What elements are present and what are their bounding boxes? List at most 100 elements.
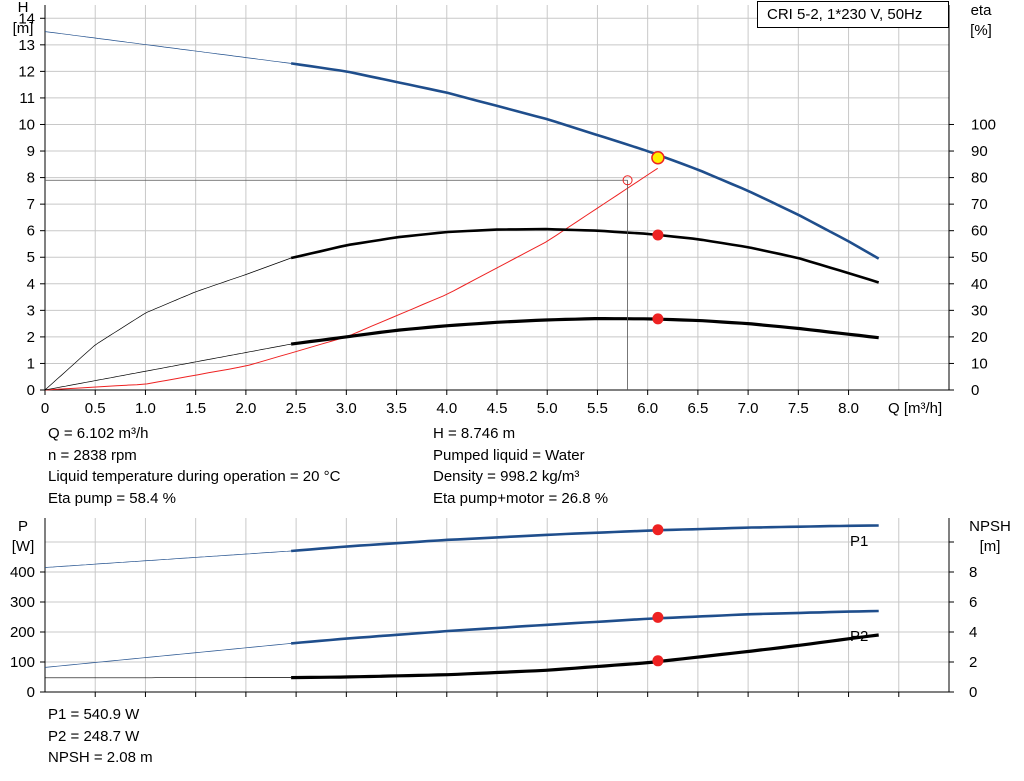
x-tick-label: 4.0: [436, 400, 457, 417]
head-curve-extension: [44, 31, 292, 64]
y-tick-label: 200: [10, 624, 35, 641]
y-axis-title: H: [18, 0, 29, 16]
y2-tick-label: 0: [971, 382, 979, 399]
p1-curve: [290, 524, 879, 553]
p2-curve-extension: [44, 643, 292, 668]
x-tick-label: 7.5: [788, 400, 809, 417]
eta-pump-curve: [290, 227, 880, 284]
y2-tick-label: 6: [969, 594, 977, 611]
y2-tick-label: 90: [971, 143, 988, 160]
y-tick-label: 7: [27, 196, 35, 213]
y-tick-label: 10: [18, 116, 35, 133]
info-h: H = 8.746 m: [433, 425, 516, 442]
eta-pump-curve-extension: [44, 257, 292, 391]
head-curve: [290, 62, 880, 260]
y2-tick-label: 80: [971, 170, 988, 187]
duty-point-marker: [651, 151, 665, 165]
y2-tick-label: 0: [969, 684, 977, 701]
x-tick-label: 2.5: [286, 400, 307, 417]
y2-axis-unit: [%]: [970, 22, 992, 39]
y-tick-label: 400: [10, 564, 35, 581]
p2-marker: [652, 611, 664, 623]
x-tick-label: 3.0: [336, 400, 357, 417]
y-axis-title: P: [18, 518, 28, 535]
y-tick-label: 2: [27, 329, 35, 346]
y2-tick-label: 4: [969, 624, 977, 641]
x-tick-label: 1.0: [135, 400, 156, 417]
head-efficiency-chart: 0123456789101112131401020304050607080901…: [13, 0, 996, 417]
y-axis-unit: [W]: [12, 538, 35, 555]
y-tick-label: 300: [10, 594, 35, 611]
info-p1: P1 = 540.9 W: [48, 706, 140, 723]
y2-tick-label: 60: [971, 223, 988, 240]
y-tick-label: 6: [27, 223, 35, 240]
info-pumped-liquid: Pumped liquid = Water: [433, 446, 585, 464]
x-tick-label: 7.0: [738, 400, 759, 417]
x-tick-label: 5.5: [587, 400, 608, 417]
npsh-marker: [652, 655, 664, 667]
system-point-marker: [622, 175, 633, 186]
info-npsh: NPSH = 2.08 m: [48, 749, 153, 766]
x-tick-label: 0: [41, 400, 49, 417]
y-tick-label: 11: [19, 90, 35, 107]
y-tick-label: 9: [27, 143, 35, 160]
eta-total-curve-extension: [44, 343, 292, 391]
y2-tick-label: 100: [971, 116, 996, 133]
x-tick-label: 5.0: [537, 400, 558, 417]
info-density: Density = 998.2 kg/m³: [433, 468, 580, 485]
y2-tick-label: 40: [971, 276, 988, 293]
info-top-right: H = 8.746 m Pumped liquid = Water Densit…: [433, 423, 608, 509]
p1-curve-extension: [44, 550, 292, 568]
y-tick-label: 3: [27, 302, 35, 319]
x-tick-label: 1.5: [185, 400, 206, 417]
system-curve: [44, 167, 658, 391]
info-top-left: Q = 6.102 m³/h n = 2838 rpm Liquid tempe…: [48, 423, 340, 509]
x-axis-title: Q [m³/h]: [888, 400, 942, 417]
y2-axis-title: eta: [971, 2, 993, 19]
y-tick-label: 14: [18, 10, 35, 27]
x-tick-label: 6.0: [637, 400, 658, 417]
chart-title-box: CRI 5-2, 1*230 V, 50Hz: [757, 1, 949, 28]
y2-axis-unit: [m]: [980, 538, 1001, 555]
y-tick-label: 13: [18, 37, 35, 54]
x-tick-label: 6.5: [687, 400, 708, 417]
y-tick-label: 4: [27, 276, 35, 293]
x-tick-label: 3.5: [386, 400, 407, 417]
y-tick-label: 12: [18, 63, 35, 80]
info-eta-pump: Eta pump = 58.4 %: [48, 489, 176, 507]
y-tick-label: 100: [10, 654, 35, 671]
info-bottom-left: P1 = 540.9 W P2 = 248.7 W NPSH = 2.08 m: [48, 704, 153, 769]
y2-tick-label: 50: [971, 249, 988, 266]
eta-total-curve: [290, 317, 879, 346]
y-tick-label: 0: [27, 684, 35, 701]
y-axis-unit: [m]: [13, 20, 34, 37]
y2-tick-label: 8: [969, 564, 977, 581]
x-tick-label: 2.0: [235, 400, 256, 417]
x-tick-label: 8.0: [838, 400, 859, 417]
eta-pump-marker: [652, 229, 664, 241]
x-tick-label: 0.5: [85, 400, 106, 417]
power-npsh-chart: 0 100 200 300 400 0 2 4 6 8 P [W] NPSH [m] P1 P2: [10, 518, 1011, 701]
npsh-curve: [291, 633, 879, 680]
info-n: n = 2838 rpm: [48, 446, 137, 464]
y2-tick-label: 20: [971, 329, 988, 346]
y-tick-label: 5: [27, 249, 35, 266]
p2-curve: [290, 609, 879, 645]
y-tick-label: 1: [27, 355, 35, 372]
y2-axis-title: NPSH: [969, 518, 1011, 535]
info-p2: P2 = 248.7 W: [48, 727, 140, 745]
y-tick-label: 0: [27, 382, 35, 399]
y2-tick-label: 70: [971, 196, 988, 213]
y2-tick-label: 10: [971, 355, 988, 372]
p1-marker: [652, 524, 664, 536]
y2-tick-label: 2: [969, 654, 977, 671]
y2-tick-label: 30: [971, 302, 988, 319]
info-q: Q = 6.102 m³/h: [48, 425, 149, 442]
info-eta-pump-motor: Eta pump+motor = 26.8 %: [433, 489, 609, 507]
info-liquid-temp: Liquid temperature during operation = 20…: [48, 468, 341, 485]
p2-series-label: P2: [850, 628, 868, 645]
x-tick-label: 4.5: [487, 400, 508, 417]
eta-total-marker: [652, 313, 664, 325]
y-tick-label: 8: [27, 170, 35, 187]
